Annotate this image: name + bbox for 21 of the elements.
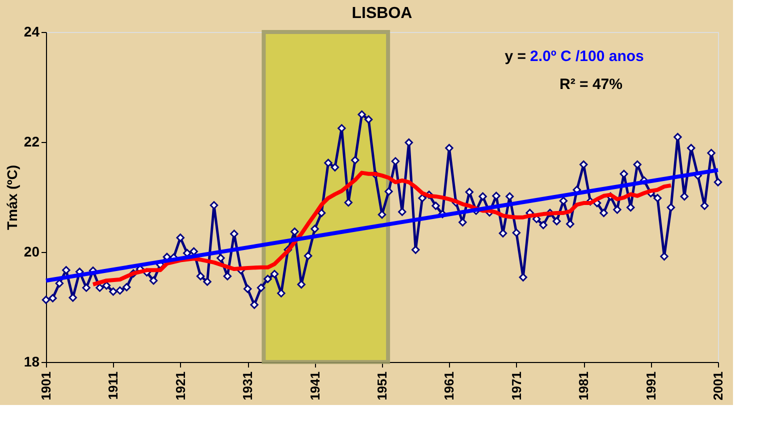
y-axis-title: Tmáx (ºC) — [4, 164, 20, 230]
x-tick-label: 1971 — [508, 372, 524, 400]
annotation: 2.0º C /100 anos — [530, 48, 644, 65]
x-tick-label: 1991 — [643, 372, 658, 400]
y-tick-label: 24 — [24, 24, 40, 40]
y-tick-label: 22 — [24, 134, 40, 150]
x-tick-label: 1911 — [106, 372, 121, 400]
chart-title: LISBOA — [352, 5, 413, 22]
x-tick-label: 1981 — [576, 372, 592, 400]
x-tick-label: 2001 — [710, 372, 726, 400]
line-series — [91, 170, 673, 286]
annotation: R² = 47% — [560, 76, 622, 93]
x-tick-label: 1901 — [38, 372, 54, 400]
x-tick-label: 1951 — [374, 372, 390, 400]
y-tick-label: 20 — [24, 244, 40, 260]
x-tick-label: 1941 — [307, 372, 322, 400]
y-tick-label: 18 — [24, 354, 40, 370]
x-tick-label: 1961 — [442, 372, 457, 400]
x-tick-label: 1921 — [172, 372, 188, 400]
annotation: y = — [504, 48, 526, 65]
x-tick-label: 1931 — [240, 372, 256, 400]
